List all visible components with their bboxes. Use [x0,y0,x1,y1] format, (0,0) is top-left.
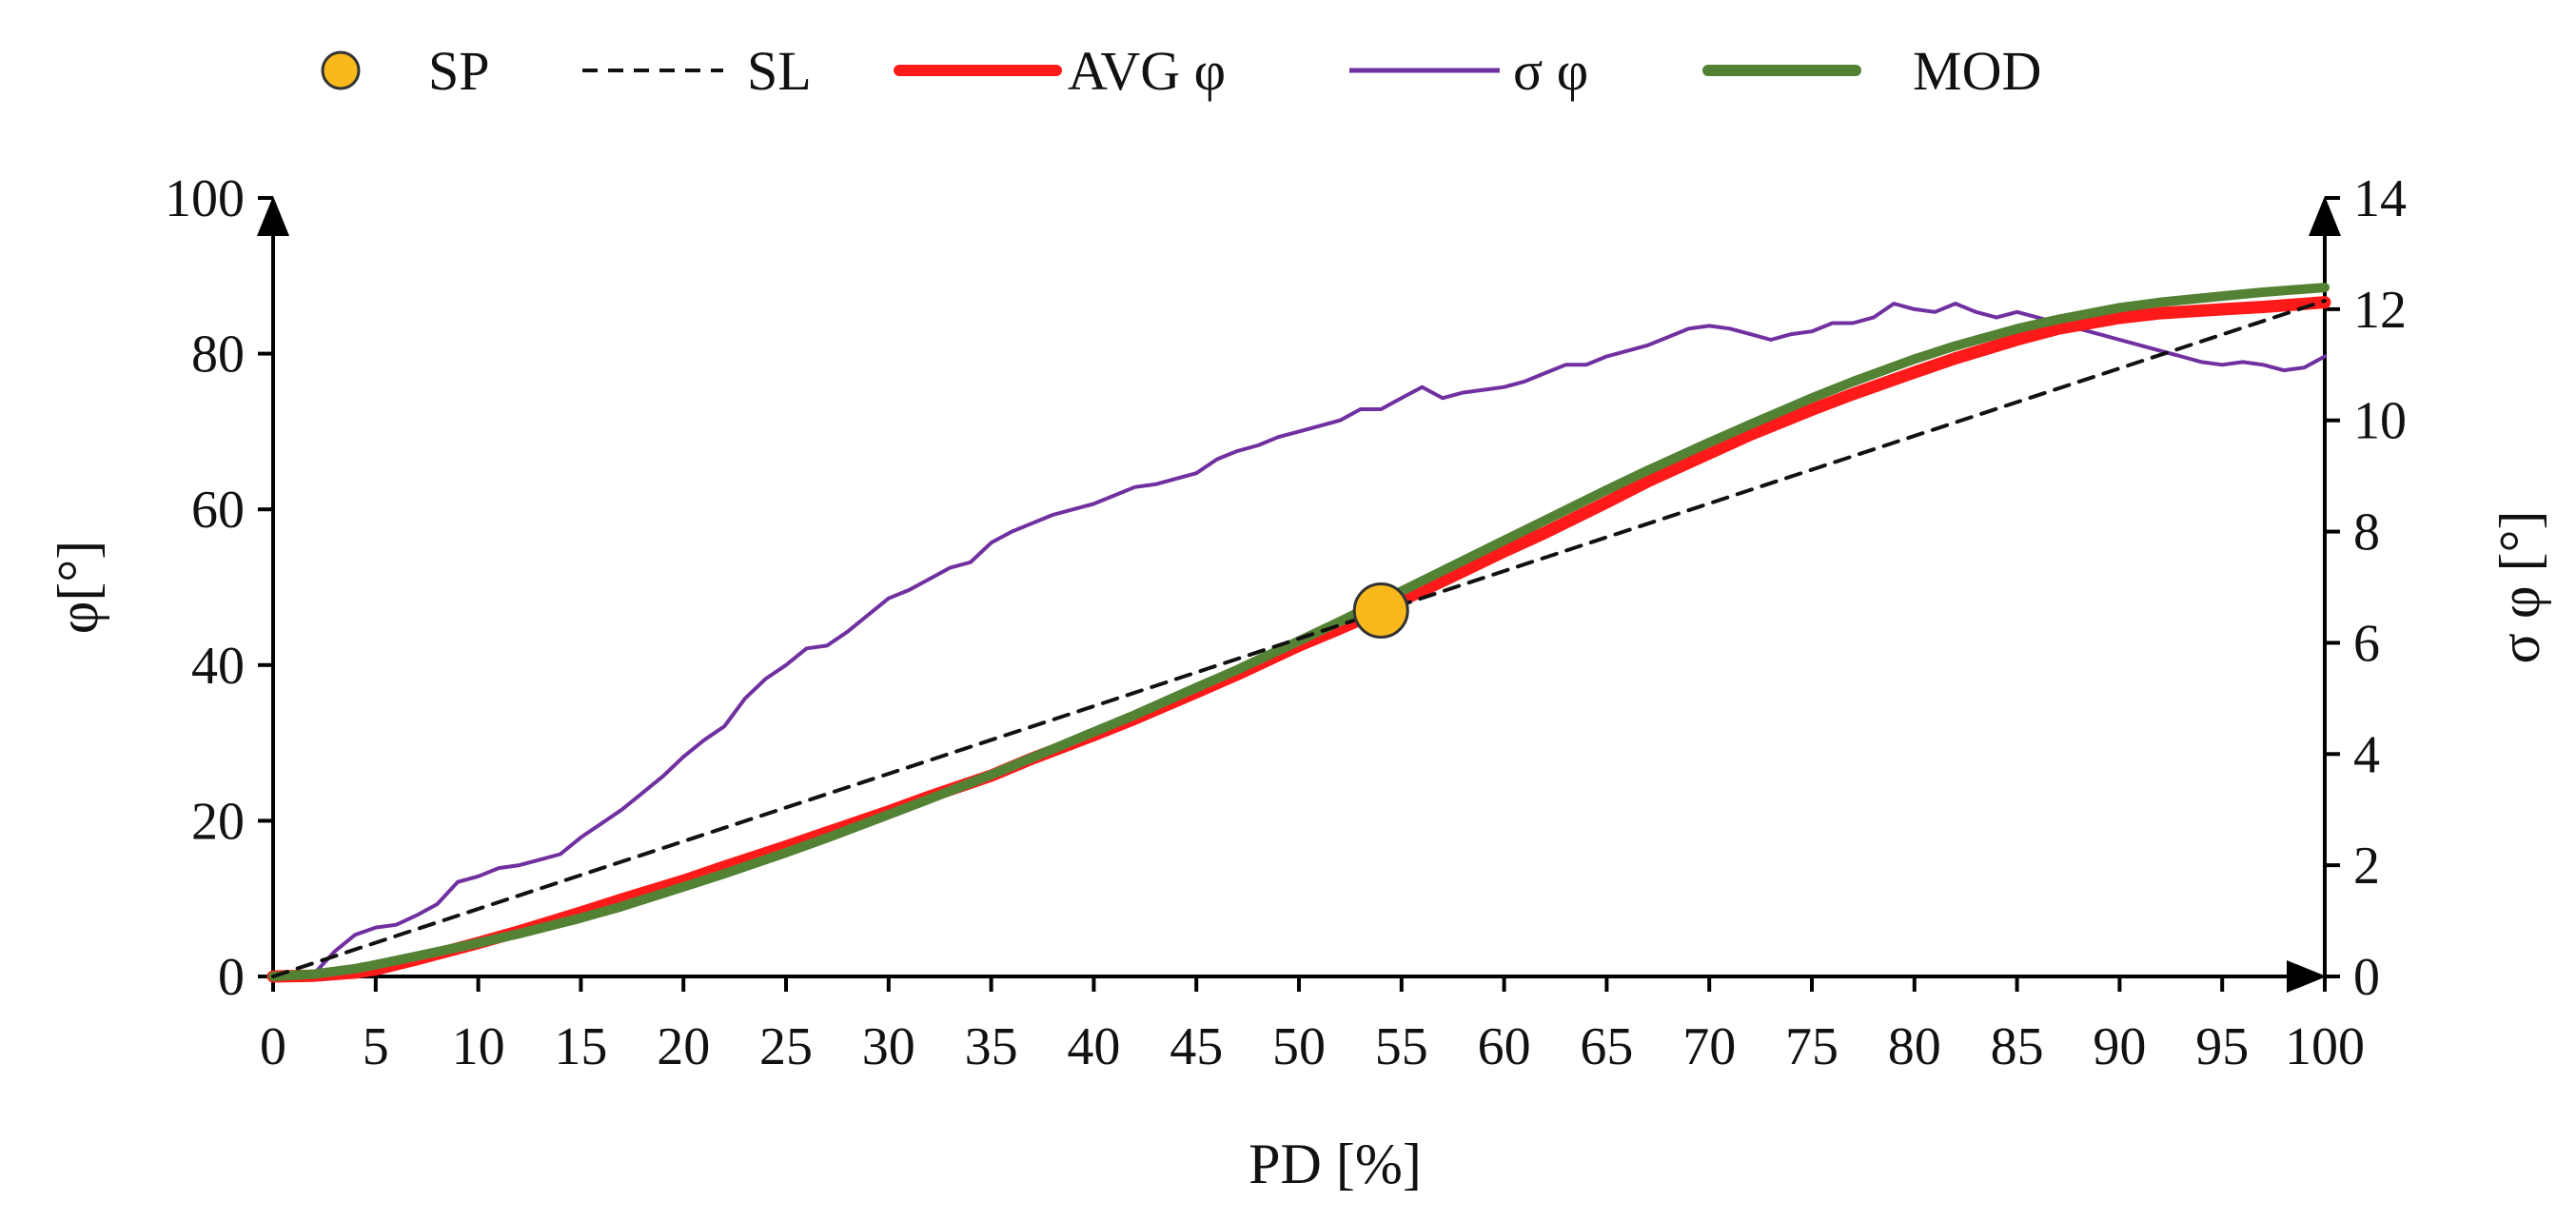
y2-tick-label: 4 [2353,725,2380,784]
x-tick-label: 75 [1785,1017,1839,1076]
y2-axis-title: σ φ [°] [2488,511,2551,664]
x-tick-label: 40 [1067,1017,1120,1076]
y-tick-label: 0 [218,948,245,1007]
x-tick-label: 85 [1991,1017,2044,1076]
legend-mod-label: MOD [1913,40,2041,102]
x-tick-label: 100 [2285,1017,2365,1076]
y-axis-arrow [257,196,289,236]
y2-tick-label: 8 [2353,503,2380,562]
x-tick-label: 10 [452,1017,505,1076]
x-axis-title: PD [%] [1249,1133,1422,1195]
y2-axis-arrow [2309,196,2341,236]
y2-tick-label: 14 [2353,169,2407,228]
y-tick-label: 80 [191,325,245,384]
series-sl-line [271,299,2327,978]
sp-point [1352,582,1409,640]
x-tick-label: 80 [1888,1017,1941,1076]
x-tick-label: 70 [1682,1017,1736,1076]
axes: 0 5 10 15 20 25 30 35 40 45 50 55 60 65 70 75 80 85 90 95 10… [165,169,2407,1076]
y-tick-label: 60 [191,481,245,540]
x-tick-label: 90 [2093,1017,2146,1076]
legend-sigma-label: σ φ [1513,40,1588,102]
legend-avg-label: AVG φ [1068,40,1226,102]
x-tick-label: 45 [1170,1017,1223,1076]
y-tick-label: 100 [165,169,245,228]
x-tick-label: 35 [965,1017,1018,1076]
x-tick-label: 5 [363,1017,389,1076]
legend-sp-marker [321,50,361,90]
x-tick-label: 55 [1375,1017,1428,1076]
y-tick-label: 20 [191,792,245,851]
y-axis-title: φ[°] [47,541,109,635]
x-tick-label: 25 [759,1017,813,1076]
y2-tick-label: 10 [2353,392,2407,451]
series-sigma-line [271,302,2327,978]
x-tick-label: 95 [2195,1017,2249,1076]
x-tick-label: 30 [862,1017,915,1076]
y-tick-label: 40 [191,637,245,696]
x-axis-arrow [2287,960,2327,993]
x-tick-label: 0 [260,1017,286,1076]
legend-sp-label: SP [428,40,490,102]
legend-sl-label: SL [747,40,812,102]
x-tick-label: 15 [554,1017,607,1076]
y2-tick-label: 12 [2353,281,2407,340]
x-tick-label: 60 [1478,1017,1531,1076]
series-mod-line [268,283,2330,981]
x-tick-label: 65 [1580,1017,1633,1076]
y2-tick-label: 6 [2353,614,2380,673]
x-tick-label: 20 [657,1017,710,1076]
y2-tick-label: 0 [2353,948,2380,1007]
x-tick-label: 50 [1272,1017,1326,1076]
plot-area [266,283,2331,983]
legend: SP SL AVG φ σ φ MOD [321,40,2041,102]
y2-tick-label: 2 [2353,837,2380,896]
